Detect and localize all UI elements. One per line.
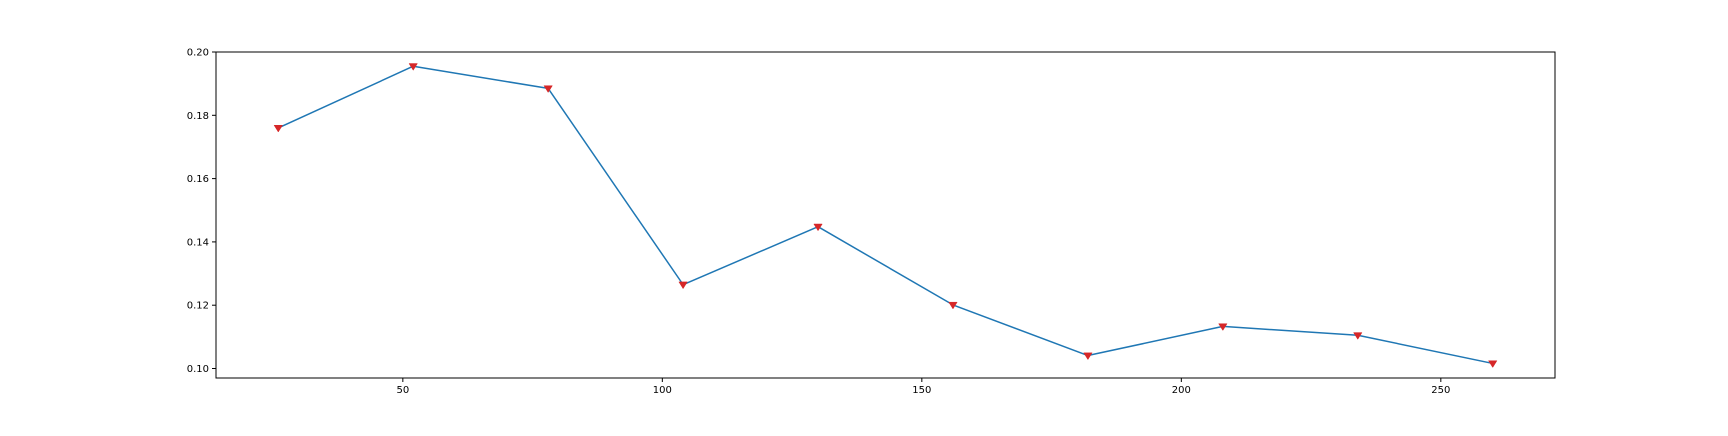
y-tick-label: 0.20 xyxy=(187,48,209,59)
y-tick-label: 0.18 xyxy=(187,111,209,122)
x-tick-label: 250 xyxy=(1431,385,1450,396)
y-tick-label: 0.16 xyxy=(187,174,209,185)
data-point-marker xyxy=(1218,323,1228,331)
y-axis-ticks: 0.10 0.12 0.14 0.16 0.18 0.20 xyxy=(187,48,216,375)
series-lines xyxy=(277,65,1493,365)
y-tick-label: 0.12 xyxy=(187,301,209,312)
data-point-marker xyxy=(948,301,958,310)
data-point-marker xyxy=(543,85,553,93)
data-point-marker xyxy=(813,223,823,232)
x-tick-label: 150 xyxy=(912,385,931,396)
x-tick-label: 200 xyxy=(1172,385,1191,396)
data-point-marker xyxy=(1353,332,1363,340)
data-point-marker xyxy=(273,125,283,133)
series-markers xyxy=(273,63,1498,368)
data-point-marker xyxy=(408,63,418,71)
data-point-marker xyxy=(678,281,688,290)
plot-area-frame xyxy=(215,51,1556,379)
series-line xyxy=(277,65,1493,365)
data-point-marker xyxy=(1083,352,1093,361)
data-point-marker xyxy=(1488,360,1498,368)
y-tick-label: 0.10 xyxy=(187,364,209,375)
x-tick-label: 50 xyxy=(396,385,409,396)
x-tick-label: 100 xyxy=(653,385,672,396)
y-tick-label: 0.14 xyxy=(187,237,209,248)
x-axis-ticks: 50 100 150 200 250 xyxy=(396,378,1450,396)
